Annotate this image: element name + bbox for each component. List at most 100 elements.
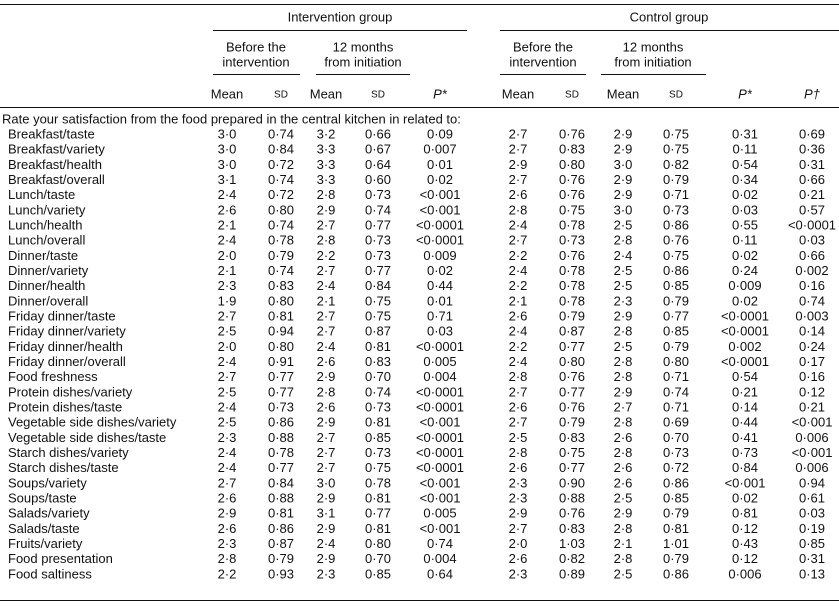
row-label: Dinner/variety — [8, 263, 89, 278]
row-label: Friday dinner/overall — [8, 354, 126, 369]
cell: 0·85 — [663, 278, 689, 293]
cell: 0·54 — [732, 157, 758, 172]
cell: 0·01 — [427, 157, 453, 172]
period-header: intervention — [222, 54, 289, 69]
cell: 2·6 — [509, 460, 528, 475]
cell: 2·7 — [317, 217, 336, 232]
cell: 1·01 — [663, 536, 689, 551]
cell: 0·73 — [365, 399, 391, 414]
cell: 0·64 — [427, 566, 453, 581]
cell: 2·2 — [509, 278, 528, 293]
row-label: Dinner/taste — [8, 248, 78, 263]
row-label: Friday dinner/variety — [8, 324, 126, 339]
cell: 0·81 — [365, 415, 391, 430]
cell: 2·6 — [509, 551, 528, 566]
cell: 0·74 — [365, 202, 391, 217]
cell: 0·74 — [427, 536, 453, 551]
cell: 0·70 — [365, 369, 391, 384]
cell: <0·0001 — [416, 384, 464, 399]
cell: 2·4 — [509, 217, 528, 232]
cell: 2·6 — [218, 521, 237, 536]
cell: 0·36 — [799, 142, 825, 157]
cell: 2·5 — [614, 566, 633, 581]
period-header: from initiation — [614, 54, 691, 69]
cell: 0·83 — [268, 278, 294, 293]
group-header: Control group — [630, 9, 709, 24]
cell: 0·73 — [268, 399, 294, 414]
row-label: Food saltiness — [8, 566, 92, 581]
cell: 2·8 — [218, 551, 237, 566]
cell: 2·5 — [218, 324, 237, 339]
cell: 2·6 — [317, 399, 336, 414]
cell: 0·31 — [799, 551, 825, 566]
cell: <0·0001 — [416, 233, 464, 248]
cell: 0·69 — [663, 415, 689, 430]
cell: 0·004 — [423, 551, 456, 566]
column-header: P† — [804, 86, 821, 101]
cell: 2·3 — [614, 293, 633, 308]
cell: 2·8 — [614, 551, 633, 566]
cell: 0·71 — [663, 187, 689, 202]
cell: <0·0001 — [416, 217, 464, 232]
cell: <0·001 — [420, 202, 461, 217]
cell: 0·75 — [663, 126, 689, 141]
column-header: P* — [433, 86, 448, 101]
cell: 0·86 — [268, 521, 294, 536]
column-header: Mean — [607, 86, 640, 101]
cell: 0·91 — [268, 354, 294, 369]
cell: 2·9 — [614, 308, 633, 323]
cell: 2·8 — [509, 202, 528, 217]
cell: 0·75 — [365, 293, 391, 308]
column-header: Mean — [211, 86, 244, 101]
cell: 0·02 — [732, 491, 758, 506]
cell: 0·69 — [799, 126, 825, 141]
column-header: SD — [669, 90, 683, 101]
cell: 0·88 — [268, 430, 294, 445]
cell: 0·78 — [559, 217, 585, 232]
column-header: Mean — [502, 86, 535, 101]
row-label: Friday dinner/health — [8, 339, 123, 354]
cell: 3·0 — [218, 142, 237, 157]
cell: 3·0 — [218, 157, 237, 172]
cell: 0·12 — [799, 384, 825, 399]
cell: 2·6 — [218, 491, 237, 506]
cell: 0·81 — [365, 521, 391, 536]
cell: 0·64 — [365, 157, 391, 172]
cell: 2·6 — [218, 202, 237, 217]
cell: 0·77 — [559, 460, 585, 475]
cell: 0·004 — [423, 369, 456, 384]
cell: 0·03 — [732, 202, 758, 217]
cell: 3·2 — [317, 126, 336, 141]
cell: 2·8 — [614, 415, 633, 430]
cell: 3·1 — [218, 172, 237, 187]
cell: 2·1 — [218, 217, 237, 232]
cell: 0·43 — [732, 536, 758, 551]
cell: 2·7 — [317, 324, 336, 339]
row-label: Fruits/variety — [8, 536, 83, 551]
cell: 2·6 — [614, 460, 633, 475]
cell: <0·0001 — [416, 445, 464, 460]
row-label: Salads/variety — [8, 506, 90, 521]
cell: 0·83 — [559, 430, 585, 445]
cell: 0·76 — [559, 126, 585, 141]
cell: 2·6 — [509, 399, 528, 414]
cell: 0·76 — [559, 172, 585, 187]
cell: 2·7 — [509, 233, 528, 248]
cell: 0·77 — [559, 339, 585, 354]
cell: 2·1 — [509, 293, 528, 308]
cell: <0·0001 — [721, 308, 769, 323]
section-title: Rate your satisfaction from the food pre… — [2, 111, 461, 126]
cell: 2·9 — [317, 415, 336, 430]
cell: 2·6 — [509, 308, 528, 323]
cell: 0·78 — [268, 233, 294, 248]
row-label: Vegetable side dishes/taste — [8, 430, 166, 445]
cell: 0·14 — [799, 324, 825, 339]
cell: 0·77 — [365, 506, 391, 521]
cell: 3·3 — [317, 157, 336, 172]
cell: 0·19 — [799, 521, 825, 536]
cell: 0·11 — [732, 233, 757, 248]
row-label: Soups/taste — [8, 491, 77, 506]
cell: 0·85 — [663, 324, 689, 339]
cell: 2·9 — [614, 126, 633, 141]
